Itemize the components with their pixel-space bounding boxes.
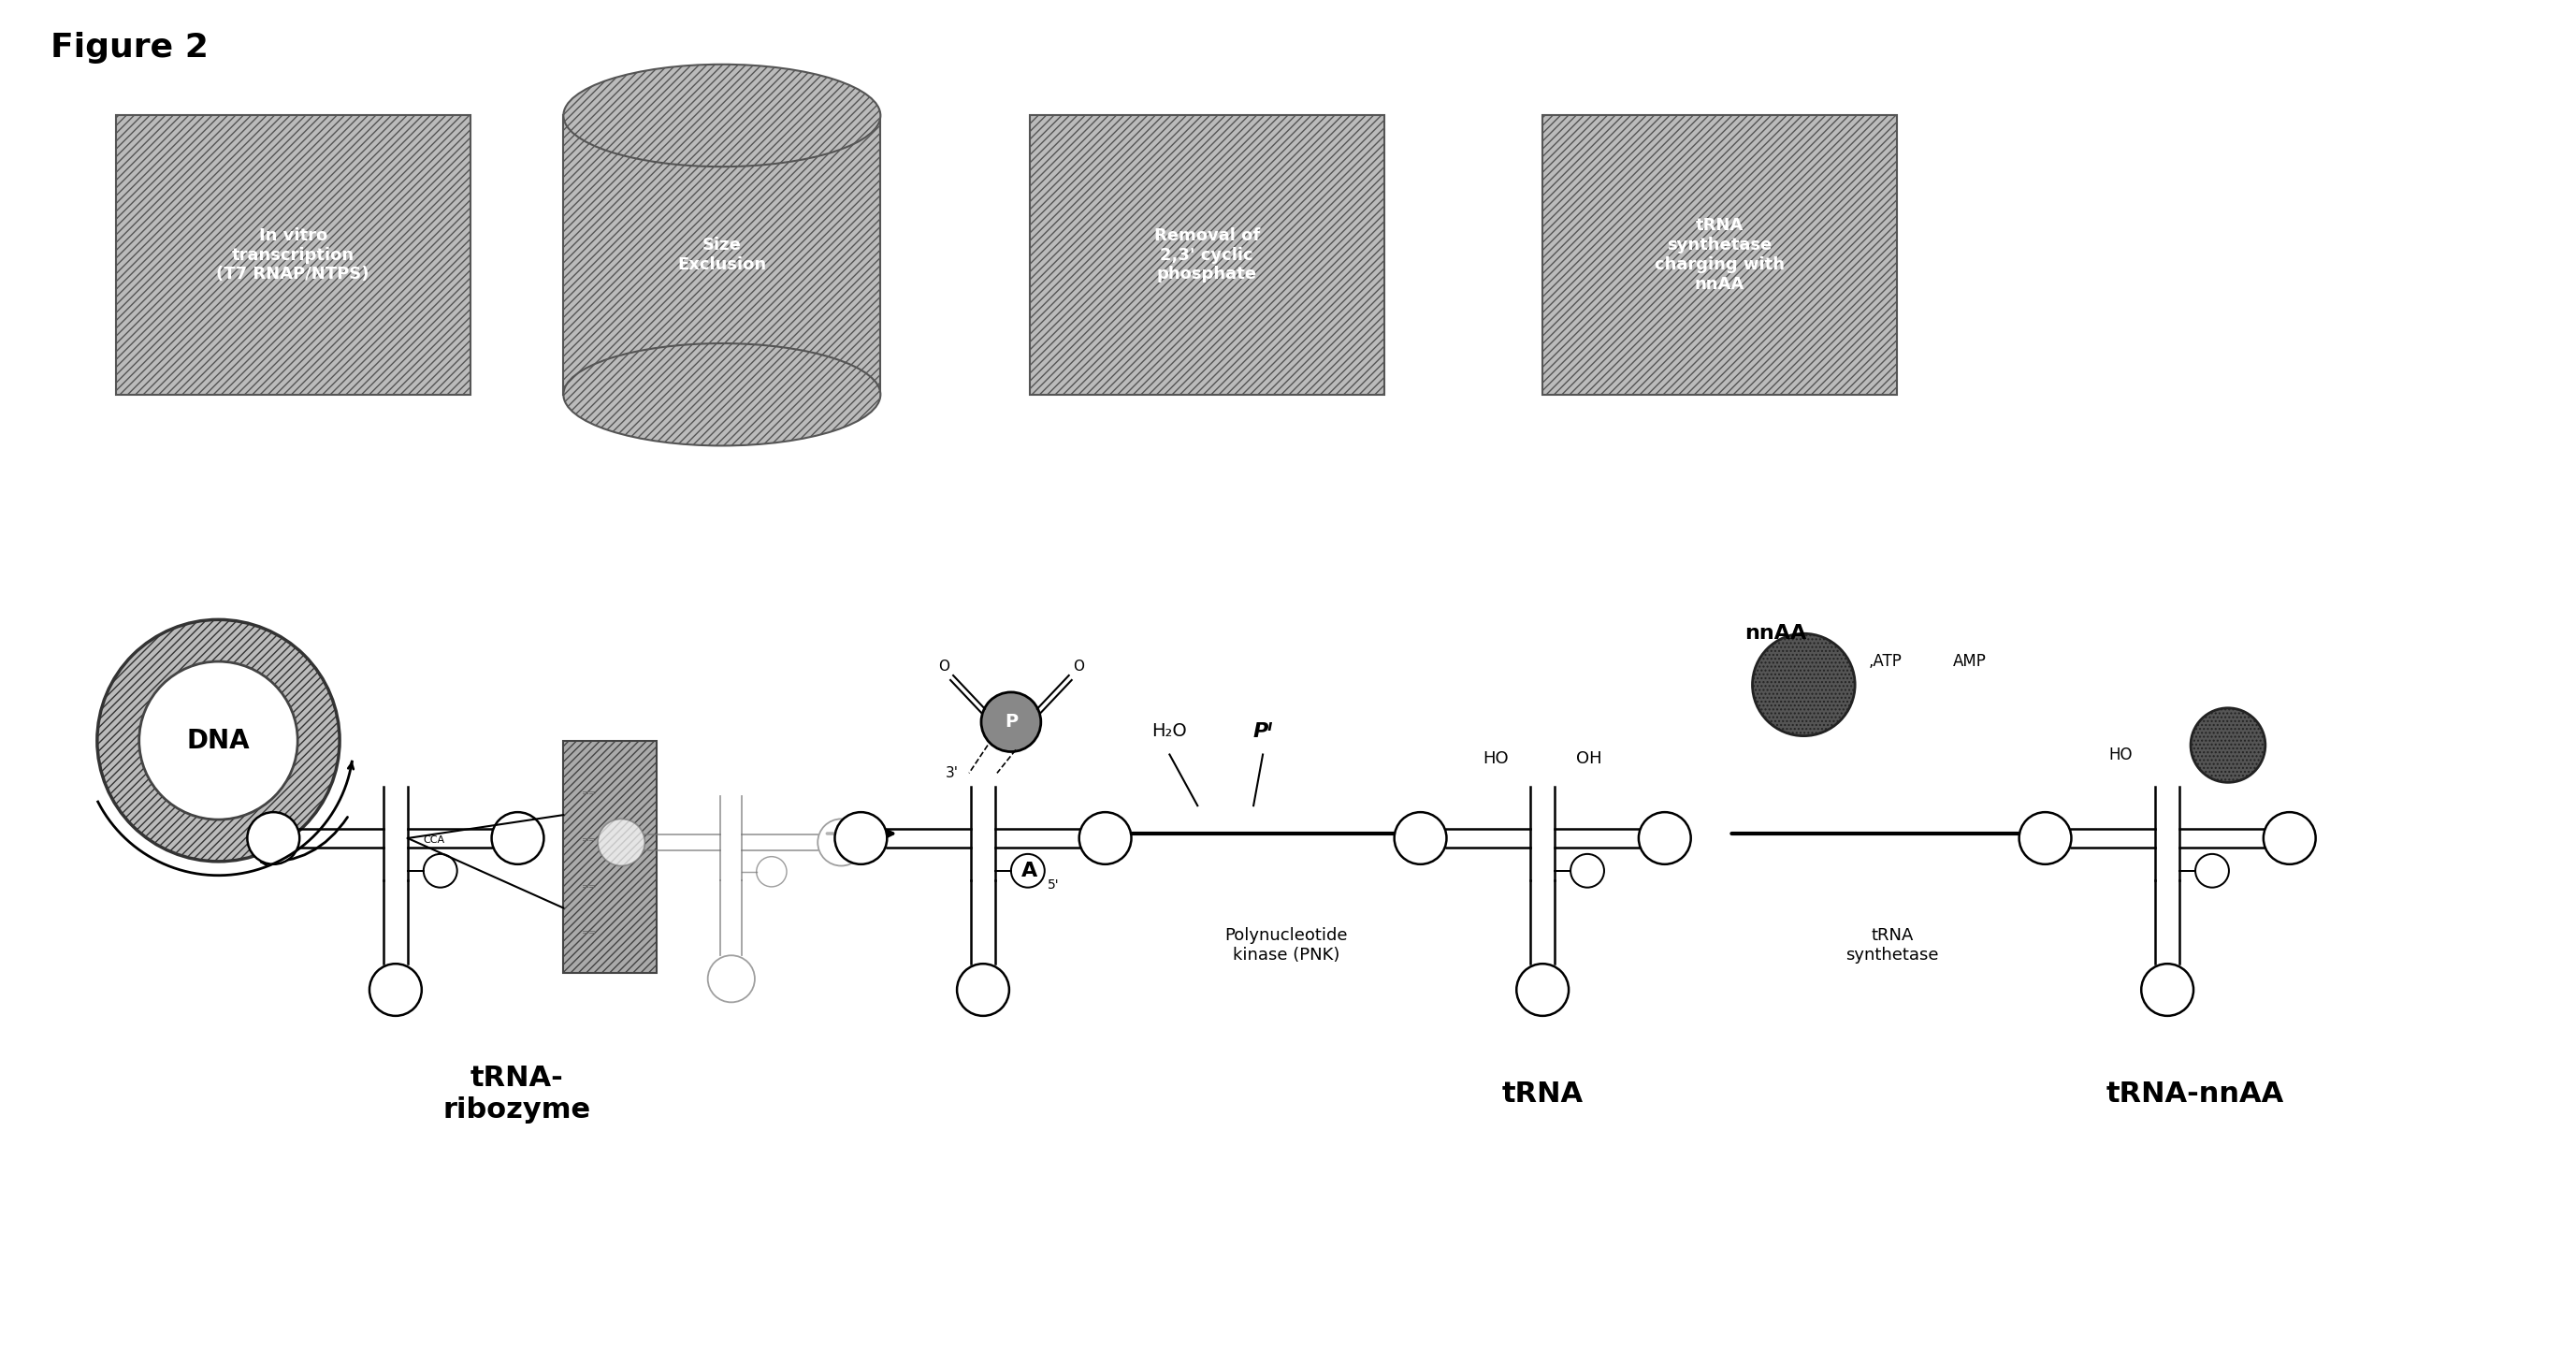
Bar (116, 116, 471, 394)
Text: tRNA-
ribozyme: tRNA- ribozyme (443, 1064, 590, 1124)
Bar (1030, 116, 1383, 394)
Ellipse shape (564, 344, 881, 445)
Text: 3': 3' (945, 766, 958, 781)
Circle shape (1517, 963, 1569, 1016)
Circle shape (817, 819, 866, 866)
Text: Figure 2: Figure 2 (52, 32, 209, 63)
Circle shape (835, 812, 886, 865)
Circle shape (2264, 812, 2316, 865)
Text: ==: == (582, 789, 598, 799)
Text: Removal of
2,3' cyclic
phosphate: Removal of 2,3' cyclic phosphate (1154, 227, 1260, 283)
Circle shape (1079, 812, 1131, 865)
Circle shape (139, 661, 299, 820)
Text: P: P (1005, 714, 1018, 731)
Circle shape (1010, 854, 1046, 888)
Bar (1543, 116, 1896, 394)
Circle shape (1571, 854, 1605, 888)
Text: A: A (1023, 862, 1038, 880)
Circle shape (98, 619, 340, 862)
Text: ==: == (582, 835, 598, 844)
Circle shape (2020, 812, 2071, 865)
Circle shape (981, 692, 1041, 751)
Circle shape (422, 854, 456, 888)
Text: Pᴵ: Pᴵ (1252, 722, 1273, 741)
Circle shape (2190, 708, 2264, 782)
Text: 5': 5' (1046, 878, 1059, 892)
Circle shape (1394, 812, 1448, 865)
Text: Size
Exclusion: Size Exclusion (677, 237, 768, 274)
Text: In vitro
transcription
(T7 RNAP/NTPS): In vitro transcription (T7 RNAP/NTPS) (216, 227, 368, 283)
Circle shape (1752, 634, 1855, 737)
Circle shape (708, 955, 755, 1002)
Circle shape (2195, 854, 2228, 888)
Bar (564, 741, 657, 973)
Circle shape (247, 812, 299, 865)
Circle shape (956, 963, 1010, 1016)
Text: nnAA: nnAA (1744, 625, 1806, 643)
Text: H₂O: H₂O (1151, 722, 1188, 741)
Text: OH: OH (1577, 751, 1602, 768)
Text: ,ATP: ,ATP (1870, 653, 1904, 670)
Circle shape (492, 812, 544, 865)
Text: AMP: AMP (1953, 653, 1986, 670)
Text: HO: HO (1484, 751, 1510, 768)
Text: O: O (938, 660, 951, 673)
Circle shape (757, 857, 786, 886)
Text: tRNA: tRNA (1502, 1081, 1584, 1108)
Text: Polynucleotide
kinase (PNK): Polynucleotide kinase (PNK) (1224, 927, 1347, 963)
Text: O: O (1072, 660, 1084, 673)
Circle shape (1638, 812, 1690, 865)
Text: ==: == (582, 928, 598, 938)
Circle shape (598, 819, 644, 866)
Text: tRNA-nnAA: tRNA-nnAA (2107, 1081, 2285, 1108)
Text: HO: HO (2110, 746, 2133, 764)
Text: DNA: DNA (185, 727, 250, 754)
Circle shape (2141, 963, 2195, 1016)
Text: tRNA
synthetase
charging with
nnAA: tRNA synthetase charging with nnAA (1654, 217, 1785, 293)
Text: tRNA
synthetase: tRNA synthetase (1847, 927, 1940, 963)
Text: ==: == (582, 882, 598, 892)
Ellipse shape (564, 65, 881, 167)
FancyBboxPatch shape (564, 116, 881, 394)
Circle shape (368, 963, 422, 1016)
Text: CCA: CCA (422, 835, 446, 844)
